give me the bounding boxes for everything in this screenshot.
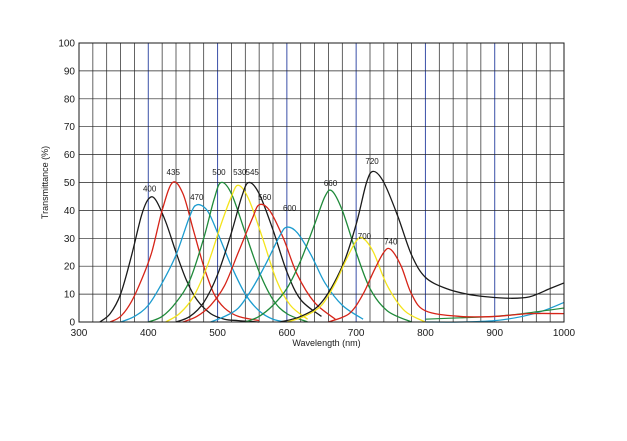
y-tick-label: 20 xyxy=(64,262,76,273)
series-line-700 xyxy=(286,236,426,323)
x-tick-label: 700 xyxy=(348,328,365,339)
y-tick-label: 40 xyxy=(64,206,76,217)
x-tick-label: 500 xyxy=(209,328,226,339)
x-tick-label: 800 xyxy=(417,328,434,339)
y-tick-label: 90 xyxy=(64,66,76,77)
peak-label-600: 600 xyxy=(283,204,297,213)
y-tick-label: 70 xyxy=(64,122,76,133)
series-line-560 xyxy=(182,203,336,323)
series-line-435 xyxy=(109,181,260,323)
y-tick-label: 100 xyxy=(58,39,75,50)
y-tick-label: 50 xyxy=(64,178,76,189)
x-tick-label: 400 xyxy=(140,328,157,339)
peak-label-400: 400 xyxy=(143,185,157,194)
peak-label-435: 435 xyxy=(167,168,181,177)
axis-ticks: 300 400 500 600 700 800 900 1000 0 10 20 30 40 50 60 70… xyxy=(58,39,575,340)
peak-label-470: 470 xyxy=(190,193,204,202)
y-tick-label: 30 xyxy=(64,234,76,245)
peak-label-700: 700 xyxy=(358,232,372,241)
peak-label-560: 560 xyxy=(258,193,272,202)
peak-labels: 400 435 470 500 530 545 560 600 660 720 700 740 xyxy=(143,157,398,247)
series-line-740 xyxy=(328,247,565,323)
series-line-530 xyxy=(165,184,309,323)
series-line-720 xyxy=(279,170,565,323)
plot-frame xyxy=(78,42,565,323)
y-axis-label: Transmittance (%) xyxy=(40,146,50,219)
chart-grid xyxy=(79,43,564,322)
peak-label-530: 530 xyxy=(233,168,247,177)
y-tick-label: 80 xyxy=(64,94,76,105)
peak-label-740: 740 xyxy=(384,238,398,247)
series-line-500 xyxy=(148,181,308,323)
peak-label-720: 720 xyxy=(365,157,379,166)
series-line-545 xyxy=(175,181,322,323)
x-axis-label: Wavelength (nm) xyxy=(292,338,360,348)
chart-series xyxy=(99,170,565,323)
y-tick-label: 10 xyxy=(64,290,76,301)
peak-label-660: 660 xyxy=(324,179,338,188)
x-tick-label: 300 xyxy=(71,328,88,339)
peak-label-500: 500 xyxy=(212,168,226,177)
series-line-600 xyxy=(210,226,364,323)
x-tick-label: 1000 xyxy=(553,328,576,339)
series-line-470 xyxy=(120,203,287,323)
y-tick-label: 0 xyxy=(69,318,75,329)
y-tick-label: 60 xyxy=(64,150,76,161)
x-tick-label: 900 xyxy=(486,328,503,339)
x-tick-label: 600 xyxy=(279,328,296,339)
series-line-660 xyxy=(245,189,412,323)
peak-label-545: 545 xyxy=(246,168,260,177)
